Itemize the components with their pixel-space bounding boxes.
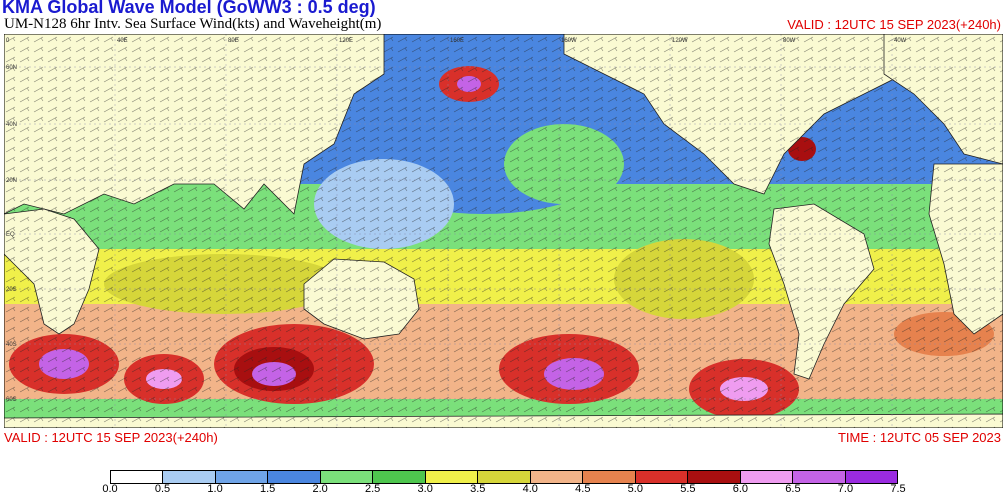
chart-title: KMA Global Wave Model (GoWW3 : 0.5 deg) (2, 0, 376, 17)
colorbar-swatch (687, 471, 740, 483)
colorbar-ticks: 0.0 0.5 1.0 1.5 2.0 2.5 3.0 3.5 4.0 4.5 5.0 5.5 6.0 6… (102, 483, 905, 496)
lon-label: 120W (672, 38, 688, 44)
valid-time-top: VALID : 12UTC 15 SEP 2023(+240h) (787, 17, 1001, 32)
colorbar-swatch (424, 471, 478, 483)
lat-label: 40S (6, 342, 17, 348)
chart-subtitle: UM-N128 6hr Intv. Sea Surface Wind(kts) … (4, 16, 382, 32)
wind-barbs-overlay (4, 34, 1003, 428)
colorbar-tick-label: 3.0 (417, 483, 433, 495)
lat-label: 20S (6, 287, 17, 293)
colorbar-swatch (372, 471, 425, 483)
colorbar-tick-label: 6.5 (785, 483, 801, 495)
lat-label: 60N (6, 65, 17, 71)
colorbar-swatch (634, 471, 688, 483)
colorbar-tick-label: 2.0 (312, 483, 328, 495)
colorbar-swatch (162, 471, 215, 483)
valid-time-bottom: VALID : 12UTC 15 SEP 2023(+240h) (4, 430, 218, 445)
lat-label: 20N (6, 178, 17, 184)
colorbar-swatch (267, 471, 320, 483)
colorbar-tick-label: 3.5 (470, 483, 486, 495)
lat-label: EQ (6, 232, 15, 238)
colorbar-tick-label: 6.0 (732, 483, 749, 495)
initial-time: TIME : 12UTC 05 SEP 2023 (837, 430, 1001, 445)
colorbar-swatch (844, 471, 898, 483)
lon-label: 160W (561, 38, 577, 44)
colorbar-tick-label: 1.5 (259, 483, 276, 495)
colorbar-tick-label: 4.5 (575, 483, 591, 495)
lat-label: 60S (6, 397, 17, 403)
lon-label: 40E (117, 38, 128, 44)
lon-label: 160E (450, 38, 464, 44)
colorbar-swatch (792, 471, 845, 483)
colorbar-tick-label: 4.0 (522, 483, 538, 495)
colorbar-swatch (477, 471, 530, 483)
colorbar-tick-label: 5.5 (680, 483, 696, 495)
colorbar-tick-label: 1.0 (207, 483, 223, 495)
colorbar-tick-label: 7.5 (890, 483, 906, 495)
colorbar-tick-label: 0.5 (154, 483, 171, 495)
lon-label: 80W (783, 38, 796, 44)
lon-label: 120E (339, 38, 353, 44)
colorbar-tick-label: 7.0 (837, 483, 854, 495)
graticule (4, 34, 1003, 428)
colorbar-swatch (214, 471, 268, 483)
lon-label: 0 (6, 38, 10, 44)
lon-label: 40W (894, 38, 907, 44)
colorbar (110, 470, 898, 484)
wave-height-map: 60N 40N 20N EQ 20S 40S 60S 0 40E 80E 120E 160E 160W… (4, 34, 1003, 428)
lon-label: 80E (228, 38, 239, 44)
colorbar-swatch (582, 471, 635, 483)
colorbar-swatch (529, 471, 583, 483)
lat-label: 40N (6, 122, 17, 128)
colorbar-swatch (319, 471, 373, 483)
colorbar-swatch (111, 471, 163, 483)
colorbar-swatch (739, 471, 793, 483)
colorbar-tick-label: 0.0 (102, 483, 118, 495)
colorbar-tick-label: 5.0 (627, 483, 643, 495)
colorbar-tick-label: 2.5 (365, 483, 381, 495)
